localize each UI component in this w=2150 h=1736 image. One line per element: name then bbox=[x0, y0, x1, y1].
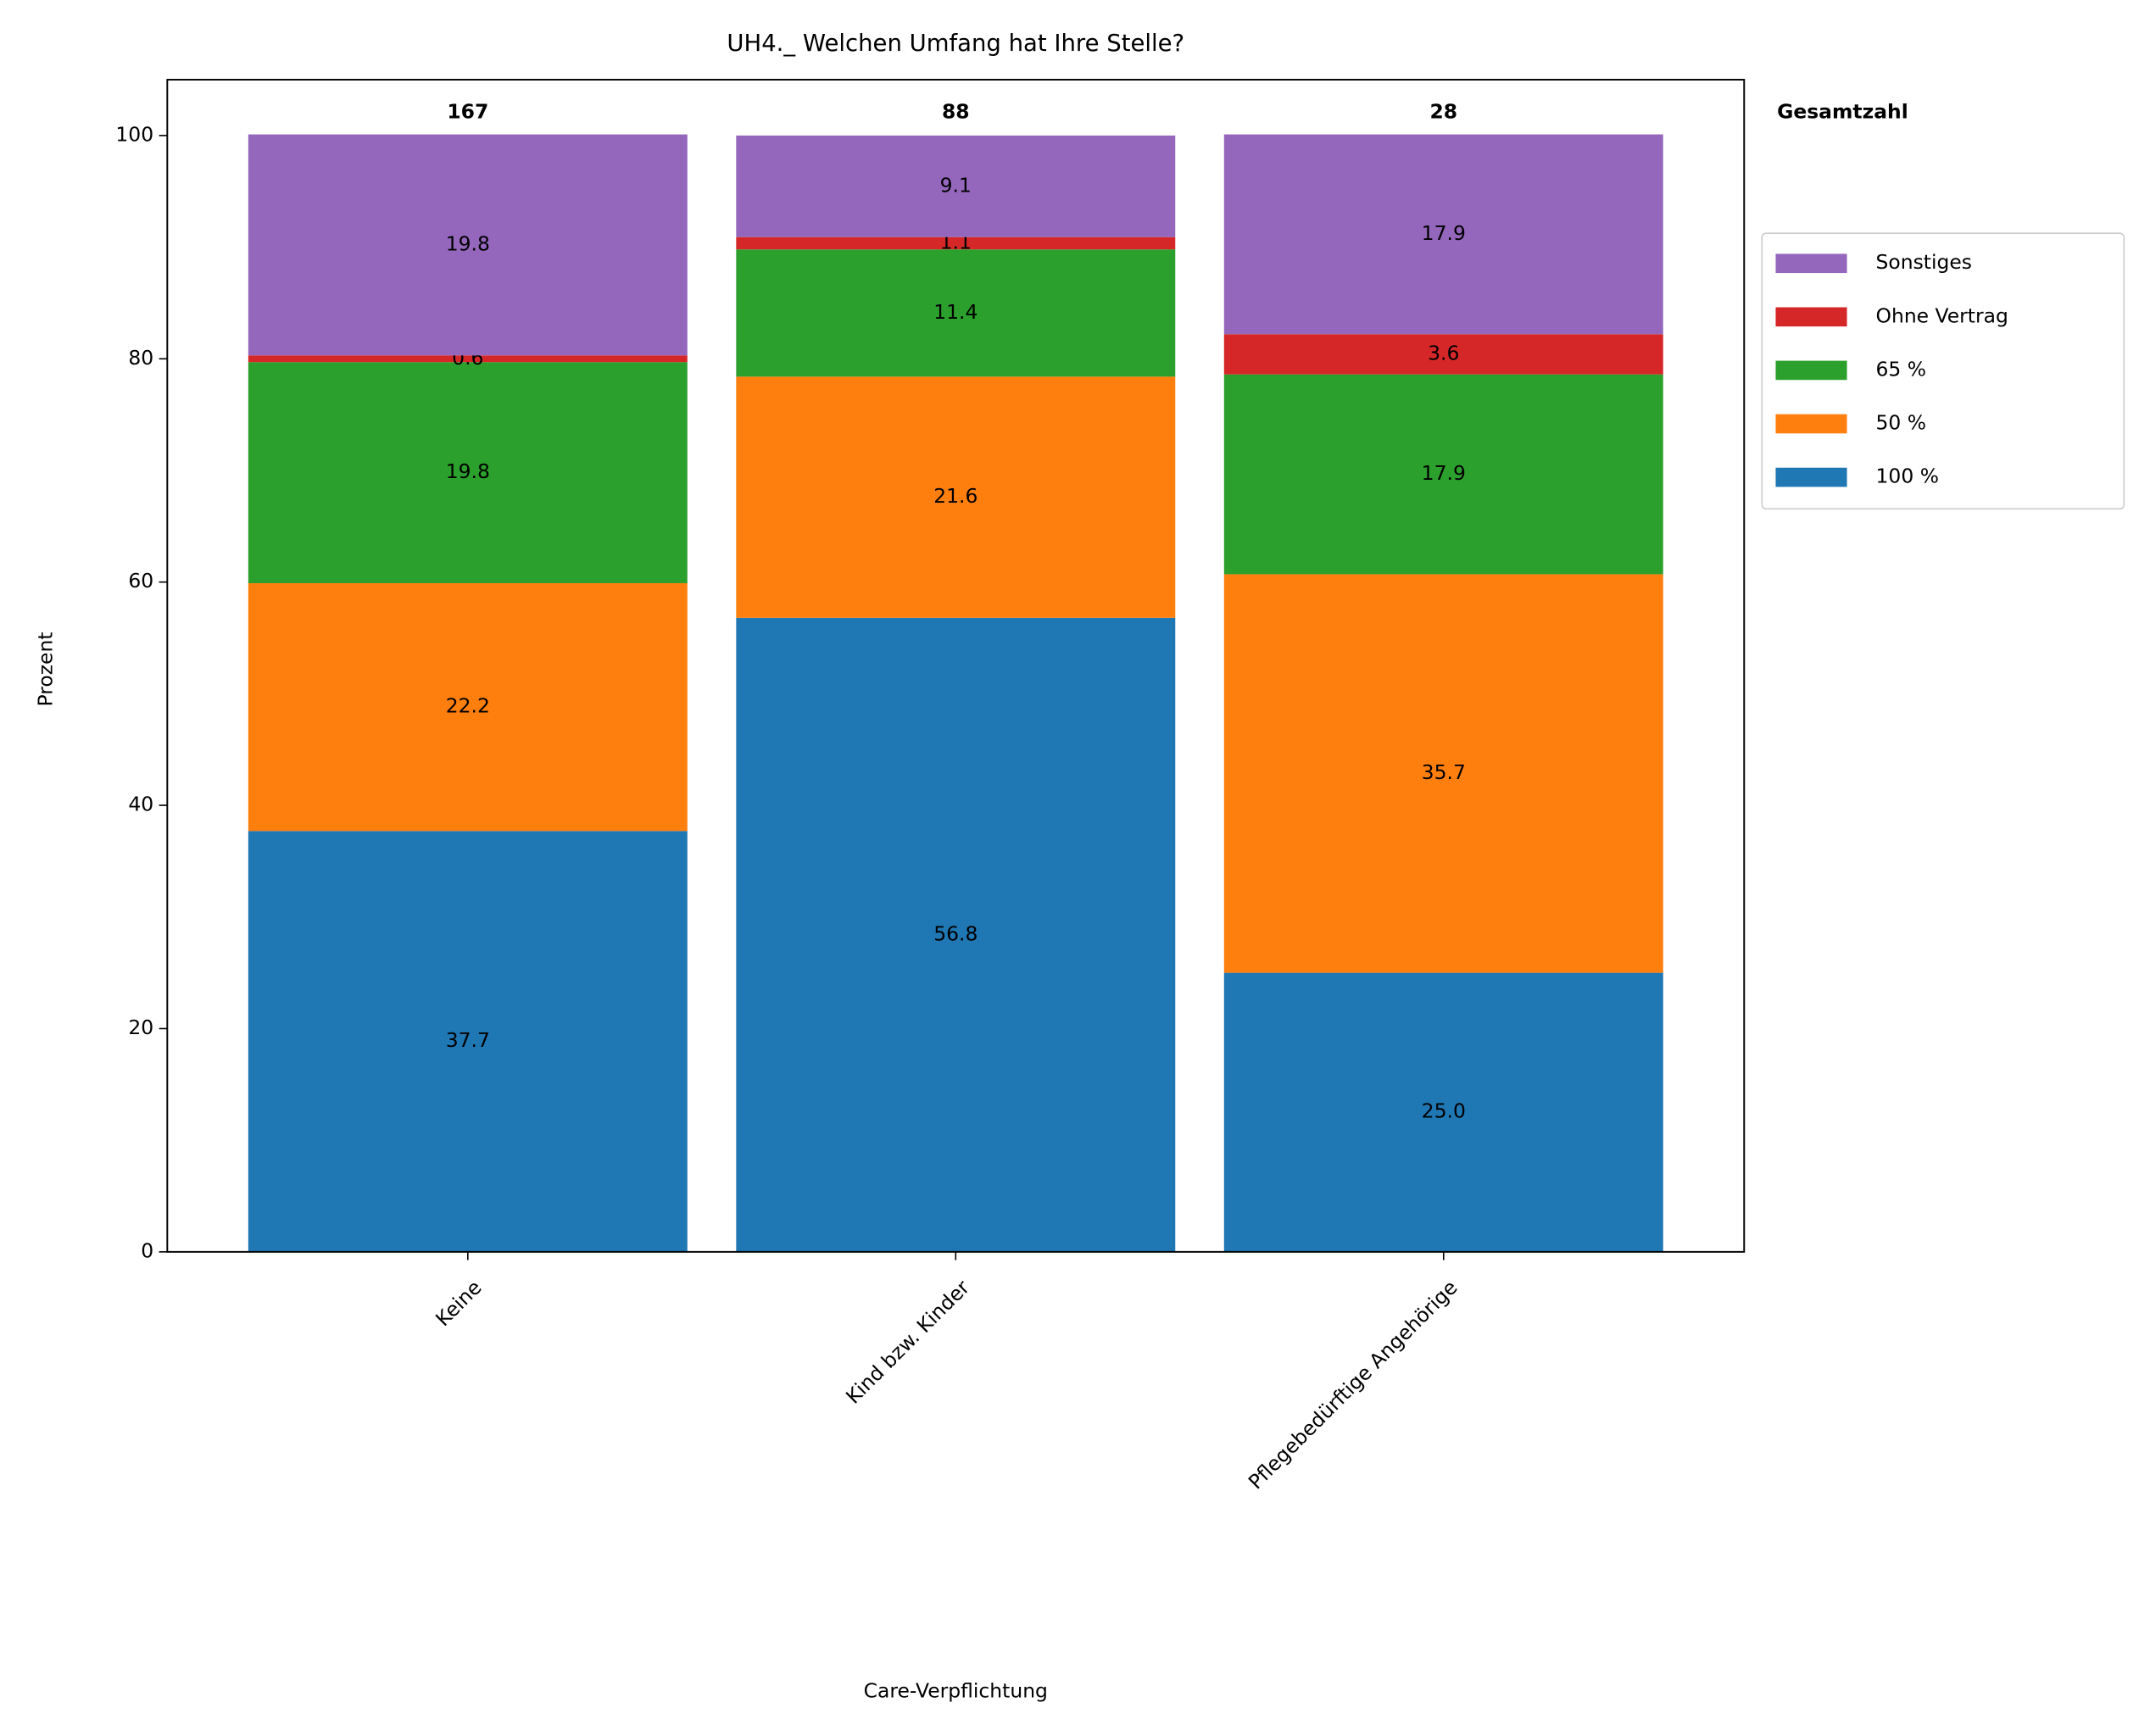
data-label: 19.8 bbox=[446, 459, 490, 483]
legend-swatch bbox=[1775, 307, 1847, 327]
bar-segment bbox=[248, 134, 688, 356]
data-label: 37.7 bbox=[446, 1028, 490, 1052]
totals-title: Gesamtzahl bbox=[1777, 99, 1908, 123]
legend-swatch bbox=[1775, 360, 1847, 381]
x-tick-label: Kind bzw. Kinder bbox=[841, 1275, 974, 1408]
data-label: 3.6 bbox=[1428, 342, 1459, 365]
data-label: 11.4 bbox=[933, 300, 978, 324]
bar-segment bbox=[1223, 374, 1663, 575]
total-label: 167 bbox=[447, 99, 488, 123]
data-label: 21.6 bbox=[933, 484, 978, 508]
bar-segment bbox=[1223, 972, 1663, 1252]
legend-box bbox=[1761, 232, 2125, 510]
bar-segment bbox=[248, 355, 688, 363]
bar-segment bbox=[248, 362, 688, 583]
data-label: 25.0 bbox=[1422, 1099, 1466, 1123]
data-label: 35.7 bbox=[1422, 760, 1466, 784]
legend-swatch bbox=[1775, 414, 1847, 434]
y-tick-label: 80 bbox=[128, 346, 153, 370]
bar-segment bbox=[1223, 134, 1663, 335]
data-label: 17.9 bbox=[1422, 461, 1466, 485]
legend-label: 65 % bbox=[1876, 357, 1927, 381]
bar-segment bbox=[1223, 574, 1663, 973]
y-tick-label: 60 bbox=[128, 569, 153, 593]
x-tick-label: Keine bbox=[431, 1276, 486, 1331]
y-axis-label: Prozent bbox=[33, 632, 57, 707]
bar-segment bbox=[736, 236, 1176, 250]
bar-segment bbox=[736, 135, 1176, 237]
data-label: 19.8 bbox=[446, 231, 490, 255]
total-label: 88 bbox=[942, 99, 970, 123]
data-label: 22.2 bbox=[446, 694, 490, 718]
bar-segment bbox=[1223, 334, 1663, 375]
x-tick-label: Pflegebedürftige Angehörige bbox=[1244, 1276, 1462, 1494]
legend-label: Sonstiges bbox=[1876, 250, 1973, 274]
y-tick-label: 0 bbox=[141, 1238, 153, 1262]
bar-segment bbox=[736, 249, 1176, 377]
x-axis-label: Care-Verpflichtung bbox=[864, 1679, 1048, 1703]
bar-segment bbox=[736, 617, 1176, 1252]
chart-title: UH4._ Welchen Umfang hat Ihre Stelle? bbox=[727, 30, 1184, 57]
bar-segment bbox=[248, 582, 688, 832]
y-tick-label: 40 bbox=[128, 793, 153, 816]
bar-segment bbox=[248, 831, 688, 1252]
legend-swatch bbox=[1775, 467, 1847, 487]
plot-frame bbox=[166, 79, 1746, 1253]
data-label: 56.8 bbox=[933, 921, 978, 945]
y-tick-label: 100 bbox=[115, 122, 153, 146]
legend-label: 100 % bbox=[1876, 465, 1939, 488]
legend-label: Ohne Vertrag bbox=[1876, 303, 2008, 327]
data-label: 9.1 bbox=[940, 173, 972, 197]
total-label: 28 bbox=[1429, 99, 1457, 123]
bar-segment bbox=[736, 376, 1176, 618]
y-tick-label: 20 bbox=[128, 1015, 153, 1039]
legend-swatch bbox=[1775, 253, 1847, 274]
legend-label: 50 % bbox=[1876, 410, 1927, 434]
data-label: 17.9 bbox=[1422, 221, 1466, 245]
